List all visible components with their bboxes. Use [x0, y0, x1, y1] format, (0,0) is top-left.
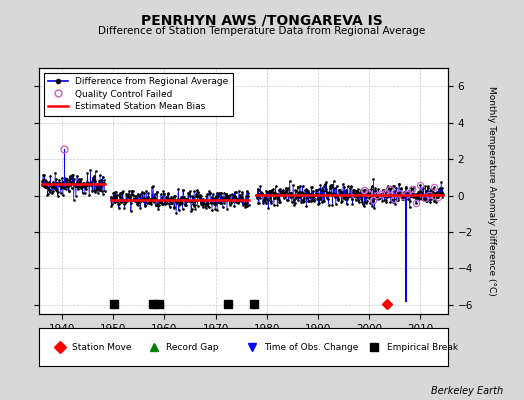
Text: Record Gap: Record Gap — [166, 342, 219, 352]
Text: Station Move: Station Move — [72, 342, 132, 352]
Y-axis label: Monthly Temperature Anomaly Difference (°C): Monthly Temperature Anomaly Difference (… — [487, 86, 496, 296]
Text: PENRHYN AWS /TONGAREVA IS: PENRHYN AWS /TONGAREVA IS — [141, 14, 383, 28]
Text: Berkeley Earth: Berkeley Earth — [431, 386, 503, 396]
Legend: Difference from Regional Average, Quality Control Failed, Estimated Station Mean: Difference from Regional Average, Qualit… — [44, 72, 233, 116]
Text: Empirical Break: Empirical Break — [387, 342, 458, 352]
Text: Difference of Station Temperature Data from Regional Average: Difference of Station Temperature Data f… — [99, 26, 425, 36]
Text: Time of Obs. Change: Time of Obs. Change — [264, 342, 358, 352]
